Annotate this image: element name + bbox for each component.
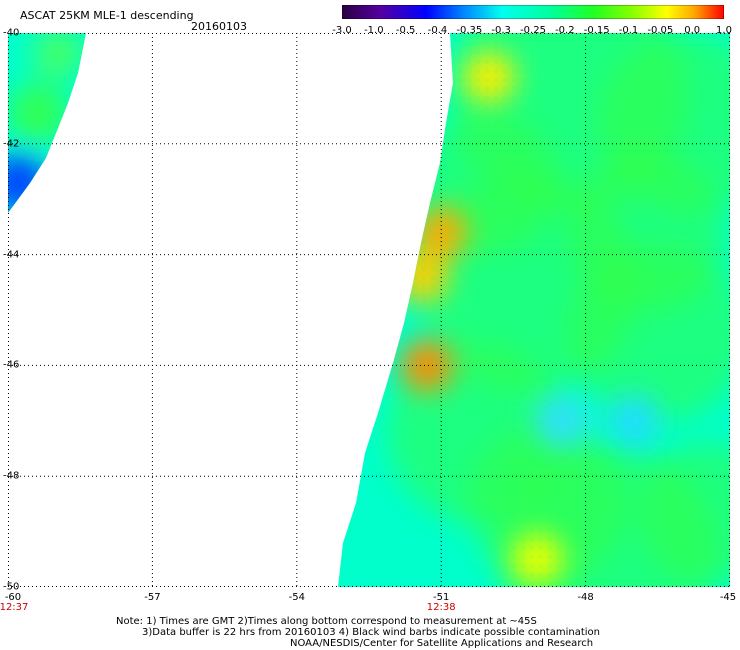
- time-label: 12:37: [0, 602, 29, 613]
- map-date: 20160103: [191, 20, 247, 33]
- y-tick-label: -44: [3, 249, 20, 261]
- y-tick-label: -40: [3, 27, 20, 39]
- colorbar-tick-label: -1.0: [364, 25, 384, 36]
- colorbar: [342, 5, 724, 19]
- x-tick-label: -48: [577, 592, 594, 603]
- note-line-1: Note: 1) Times are GMT 2)Times along bot…: [116, 616, 537, 627]
- y-tick-label: -46: [3, 359, 20, 371]
- grid-lines: [8, 33, 730, 587]
- note-line-2: 3)Data buffer is 22 hrs from 20160103 4)…: [142, 627, 600, 638]
- colorbar-tick-label: -0.35: [456, 25, 483, 36]
- x-tick-label: -60: [4, 592, 22, 603]
- east-swath: [338, 33, 730, 587]
- map-canvas: [8, 33, 730, 587]
- map-plot: [8, 33, 730, 587]
- colorbar-tick-label: -0.1: [618, 25, 639, 36]
- colorbar-tick-label: -3.0: [332, 25, 352, 36]
- x-tick-label: -54: [288, 592, 305, 603]
- colorbar-tick-label: -0.15: [583, 25, 610, 36]
- colorbar-tick-label: -0.25: [520, 25, 546, 36]
- time-label: 12:38: [426, 602, 456, 613]
- colorbar-tick-label: -0.2: [555, 25, 575, 36]
- colorbar-tick-label: -0.4: [427, 25, 448, 36]
- colorbar-tick-label: 1.0: [716, 25, 732, 36]
- x-tick-label: -57: [144, 592, 161, 603]
- map-title: ASCAT 25KM MLE-1 descending: [20, 9, 194, 22]
- note-line-3: NOAA/NESDIS/Center for Satellite Applica…: [290, 638, 594, 649]
- colorbar-tick-label: -0.3: [491, 25, 511, 36]
- colorbar-tick-label: 0.0: [684, 25, 701, 36]
- x-tick-label: -45: [719, 592, 737, 603]
- x-tick-label: -51: [433, 592, 450, 603]
- y-tick-label: -48: [3, 470, 20, 482]
- y-tick-label: -50: [3, 581, 20, 593]
- colorbar-tick-label: -0.05: [647, 25, 674, 36]
- y-tick-label: -42: [3, 138, 20, 150]
- colorbar-tick-label: -0.5: [395, 25, 416, 36]
